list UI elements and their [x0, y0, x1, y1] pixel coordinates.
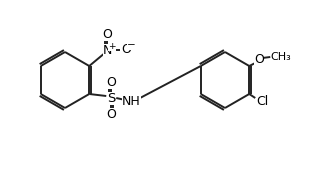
Text: −: −	[127, 40, 136, 50]
Text: O: O	[254, 52, 264, 66]
Text: CH₃: CH₃	[271, 52, 292, 62]
Text: O: O	[106, 108, 116, 121]
Text: NH: NH	[122, 94, 140, 108]
Text: O: O	[106, 76, 116, 89]
Text: O: O	[121, 42, 131, 56]
Text: N: N	[103, 44, 112, 56]
Text: Cl: Cl	[256, 94, 268, 108]
Text: O: O	[102, 28, 112, 40]
Text: S: S	[107, 92, 116, 105]
Text: +: +	[108, 41, 116, 51]
